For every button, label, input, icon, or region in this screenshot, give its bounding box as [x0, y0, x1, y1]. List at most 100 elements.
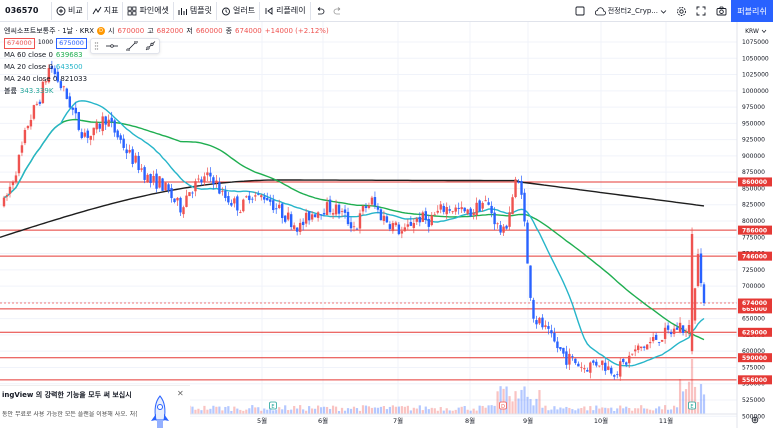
- candle[interactable]: [104, 116, 107, 125]
- candle[interactable]: [544, 325, 547, 328]
- alert-button[interactable]: 얼러트: [217, 1, 261, 20]
- candle[interactable]: [328, 199, 332, 213]
- candle[interactable]: [511, 197, 514, 215]
- candle[interactable]: [376, 206, 380, 210]
- ma240-line[interactable]: [0, 179, 705, 238]
- candle[interactable]: [496, 223, 499, 225]
- candle[interactable]: [101, 116, 104, 132]
- candle[interactable]: [298, 222, 302, 232]
- candle[interactable]: [197, 178, 200, 180]
- candle[interactable]: [80, 132, 83, 138]
- candle[interactable]: [307, 211, 311, 221]
- candle[interactable]: [122, 138, 125, 148]
- candle[interactable]: [687, 325, 691, 334]
- candle[interactable]: [158, 176, 161, 188]
- symbol-search[interactable]: 036570: [2, 1, 52, 20]
- candle[interactable]: [340, 211, 344, 212]
- ma240-legend[interactable]: MA 240 close 0 821033: [4, 73, 329, 85]
- candle[interactable]: [134, 155, 137, 163]
- candle[interactable]: [260, 195, 263, 198]
- candle[interactable]: [62, 86, 66, 88]
- candle[interactable]: [155, 173, 158, 189]
- candle[interactable]: [113, 120, 116, 133]
- candle[interactable]: [233, 198, 236, 204]
- candle[interactable]: [32, 105, 36, 119]
- ray-line-icon[interactable]: [144, 41, 156, 51]
- chart-area[interactable]: E D E KRW 1075000 1050000 1025000 1000000 975000…: [0, 22, 773, 428]
- candle[interactable]: [20, 145, 24, 153]
- candle[interactable]: [203, 176, 206, 183]
- candle[interactable]: [56, 71, 60, 82]
- candle[interactable]: [131, 149, 134, 164]
- candle[interactable]: [23, 129, 27, 144]
- candle[interactable]: [385, 216, 389, 223]
- candle[interactable]: [484, 200, 487, 202]
- candle[interactable]: [565, 351, 568, 365]
- candle[interactable]: [164, 182, 167, 191]
- candle[interactable]: [367, 205, 371, 208]
- ma60-legend[interactable]: MA 60 close 0 639683: [4, 49, 329, 61]
- candle[interactable]: [257, 194, 260, 196]
- candle[interactable]: [209, 172, 212, 177]
- candle[interactable]: [487, 202, 490, 205]
- candle[interactable]: [678, 322, 682, 333]
- candle[interactable]: [568, 353, 571, 365]
- candle[interactable]: [266, 198, 269, 201]
- candle[interactable]: [5, 195, 9, 197]
- candle[interactable]: [550, 330, 553, 334]
- candle[interactable]: [89, 135, 92, 140]
- candle[interactable]: [412, 223, 416, 228]
- ma20-line[interactable]: [3, 100, 705, 367]
- candle[interactable]: [469, 208, 472, 217]
- candle[interactable]: [86, 130, 89, 138]
- bid-button[interactable]: 674000: [4, 37, 35, 49]
- candle[interactable]: [517, 181, 520, 183]
- settings-button[interactable]: [673, 2, 689, 20]
- candle[interactable]: [373, 197, 377, 206]
- candle[interactable]: [406, 224, 410, 227]
- candle[interactable]: [149, 174, 152, 183]
- candle[interactable]: [556, 341, 559, 349]
- candle[interactable]: [71, 107, 75, 110]
- candle[interactable]: [571, 356, 574, 358]
- candle[interactable]: [642, 346, 646, 348]
- candle[interactable]: [269, 199, 272, 202]
- candle[interactable]: [699, 253, 703, 284]
- candle[interactable]: [669, 332, 673, 335]
- candle[interactable]: [675, 327, 679, 330]
- candle[interactable]: [161, 178, 164, 191]
- candle[interactable]: [580, 366, 583, 368]
- redo-button[interactable]: [329, 2, 347, 20]
- candle[interactable]: [74, 107, 77, 114]
- ask-button[interactable]: 675000: [56, 37, 87, 49]
- candle[interactable]: [242, 199, 245, 212]
- candle[interactable]: [224, 190, 227, 198]
- candle[interactable]: [619, 361, 622, 377]
- candle[interactable]: [529, 265, 532, 298]
- candle[interactable]: [475, 202, 478, 216]
- candle[interactable]: [194, 181, 197, 192]
- price-level-label[interactable]: 786000: [738, 225, 772, 235]
- candle[interactable]: [215, 180, 218, 184]
- candle[interactable]: [445, 207, 448, 215]
- candle[interactable]: [11, 182, 15, 186]
- candle[interactable]: [424, 211, 427, 220]
- candle[interactable]: [361, 205, 365, 212]
- candle[interactable]: [463, 207, 466, 212]
- candle[interactable]: [17, 154, 21, 174]
- candle[interactable]: [239, 212, 242, 214]
- price-level-label[interactable]: 746000: [738, 251, 772, 261]
- candle[interactable]: [319, 214, 323, 216]
- candle[interactable]: [254, 195, 257, 197]
- candle[interactable]: [388, 224, 392, 229]
- candle[interactable]: [343, 209, 347, 213]
- candle[interactable]: [173, 198, 176, 203]
- candle[interactable]: [577, 363, 580, 367]
- candle[interactable]: [466, 209, 469, 214]
- candle[interactable]: [53, 68, 57, 75]
- candle[interactable]: [146, 174, 149, 182]
- fullscreen-button[interactable]: [693, 2, 709, 20]
- candle[interactable]: [275, 208, 278, 210]
- candle[interactable]: [301, 221, 305, 226]
- candle[interactable]: [107, 119, 110, 127]
